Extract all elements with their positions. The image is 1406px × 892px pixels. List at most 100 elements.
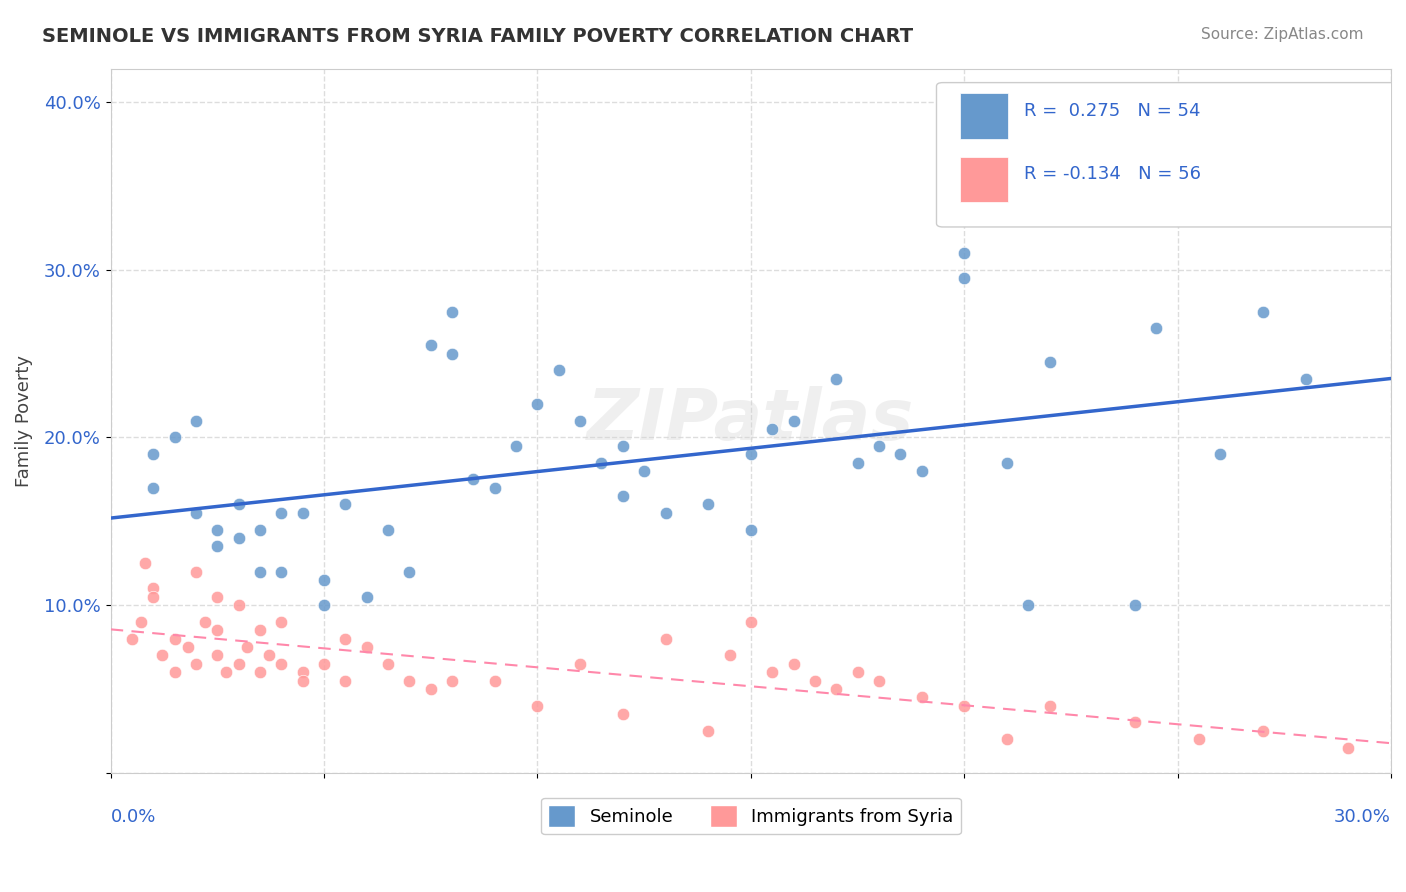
Point bbox=[228, 498, 250, 512]
Point bbox=[569, 657, 592, 671]
Point bbox=[612, 489, 634, 503]
Y-axis label: Family Poverty: Family Poverty bbox=[15, 355, 32, 487]
Point bbox=[995, 732, 1018, 747]
Point bbox=[910, 690, 932, 705]
Point bbox=[335, 673, 357, 688]
Point bbox=[184, 506, 207, 520]
Point bbox=[215, 665, 238, 680]
Point bbox=[207, 624, 229, 638]
Point bbox=[740, 447, 762, 461]
Point bbox=[868, 673, 890, 688]
Point bbox=[761, 422, 783, 436]
Point bbox=[291, 506, 314, 520]
Point bbox=[419, 681, 441, 696]
Point bbox=[134, 556, 156, 570]
Point bbox=[142, 590, 165, 604]
Point bbox=[1144, 321, 1167, 335]
Point bbox=[207, 590, 229, 604]
Point bbox=[1251, 304, 1274, 318]
Point bbox=[184, 414, 207, 428]
Point bbox=[1039, 698, 1062, 713]
Point bbox=[314, 657, 336, 671]
Point bbox=[868, 439, 890, 453]
Point bbox=[398, 565, 420, 579]
Point bbox=[1295, 372, 1317, 386]
Point bbox=[236, 640, 259, 654]
Point bbox=[697, 723, 720, 738]
Bar bbox=[959, 157, 1008, 202]
Point bbox=[377, 657, 399, 671]
Point bbox=[249, 565, 271, 579]
Point bbox=[314, 573, 336, 587]
Text: 0.0%: 0.0% bbox=[111, 808, 156, 826]
Point bbox=[194, 615, 217, 629]
Point bbox=[825, 372, 848, 386]
Point bbox=[505, 439, 527, 453]
Point bbox=[142, 582, 165, 596]
Point bbox=[953, 246, 976, 260]
Point bbox=[484, 481, 506, 495]
Point bbox=[463, 472, 485, 486]
Point bbox=[761, 665, 783, 680]
Point bbox=[1017, 598, 1039, 612]
Point bbox=[419, 338, 441, 352]
Point bbox=[569, 414, 592, 428]
Point bbox=[249, 523, 271, 537]
Text: Source: ZipAtlas.com: Source: ZipAtlas.com bbox=[1201, 27, 1364, 42]
Point bbox=[1123, 715, 1146, 730]
Point bbox=[176, 640, 198, 654]
Point bbox=[526, 698, 548, 713]
Point bbox=[740, 615, 762, 629]
Point bbox=[163, 632, 186, 646]
Point bbox=[142, 481, 165, 495]
Point bbox=[377, 523, 399, 537]
Point bbox=[740, 523, 762, 537]
Point bbox=[1188, 732, 1211, 747]
Point bbox=[782, 657, 804, 671]
Point bbox=[526, 397, 548, 411]
Point bbox=[270, 506, 292, 520]
Point bbox=[184, 565, 207, 579]
Point bbox=[335, 632, 357, 646]
Point bbox=[612, 707, 634, 722]
Point bbox=[163, 665, 186, 680]
Point bbox=[846, 665, 869, 680]
Point bbox=[142, 447, 165, 461]
Point bbox=[547, 363, 569, 377]
Point bbox=[207, 540, 229, 554]
Point bbox=[953, 698, 976, 713]
FancyBboxPatch shape bbox=[936, 83, 1398, 227]
Point bbox=[718, 648, 741, 663]
Point bbox=[441, 346, 464, 360]
Text: SEMINOLE VS IMMIGRANTS FROM SYRIA FAMILY POVERTY CORRELATION CHART: SEMINOLE VS IMMIGRANTS FROM SYRIA FAMILY… bbox=[42, 27, 914, 45]
Legend: Seminole, Immigrants from Syria: Seminole, Immigrants from Syria bbox=[541, 797, 960, 834]
Point bbox=[1123, 598, 1146, 612]
Point bbox=[257, 648, 280, 663]
Point bbox=[1039, 355, 1062, 369]
Point bbox=[270, 565, 292, 579]
Point bbox=[356, 640, 378, 654]
Point bbox=[150, 648, 173, 663]
Point bbox=[1251, 723, 1274, 738]
Point bbox=[804, 673, 827, 688]
Point bbox=[207, 523, 229, 537]
Bar bbox=[959, 93, 1008, 139]
Point bbox=[270, 657, 292, 671]
Point bbox=[314, 598, 336, 612]
Point bbox=[129, 615, 152, 629]
Point bbox=[591, 456, 613, 470]
Point bbox=[612, 439, 634, 453]
Point bbox=[484, 673, 506, 688]
Point bbox=[1337, 740, 1360, 755]
Point bbox=[697, 498, 720, 512]
Text: ZIPatlas: ZIPatlas bbox=[588, 386, 914, 455]
Point bbox=[228, 531, 250, 545]
Point bbox=[654, 632, 676, 646]
Point bbox=[995, 456, 1018, 470]
Point bbox=[633, 464, 655, 478]
Point bbox=[398, 673, 420, 688]
Point bbox=[228, 598, 250, 612]
Point bbox=[207, 648, 229, 663]
Text: R = -0.134   N = 56: R = -0.134 N = 56 bbox=[1024, 165, 1201, 183]
Point bbox=[291, 665, 314, 680]
